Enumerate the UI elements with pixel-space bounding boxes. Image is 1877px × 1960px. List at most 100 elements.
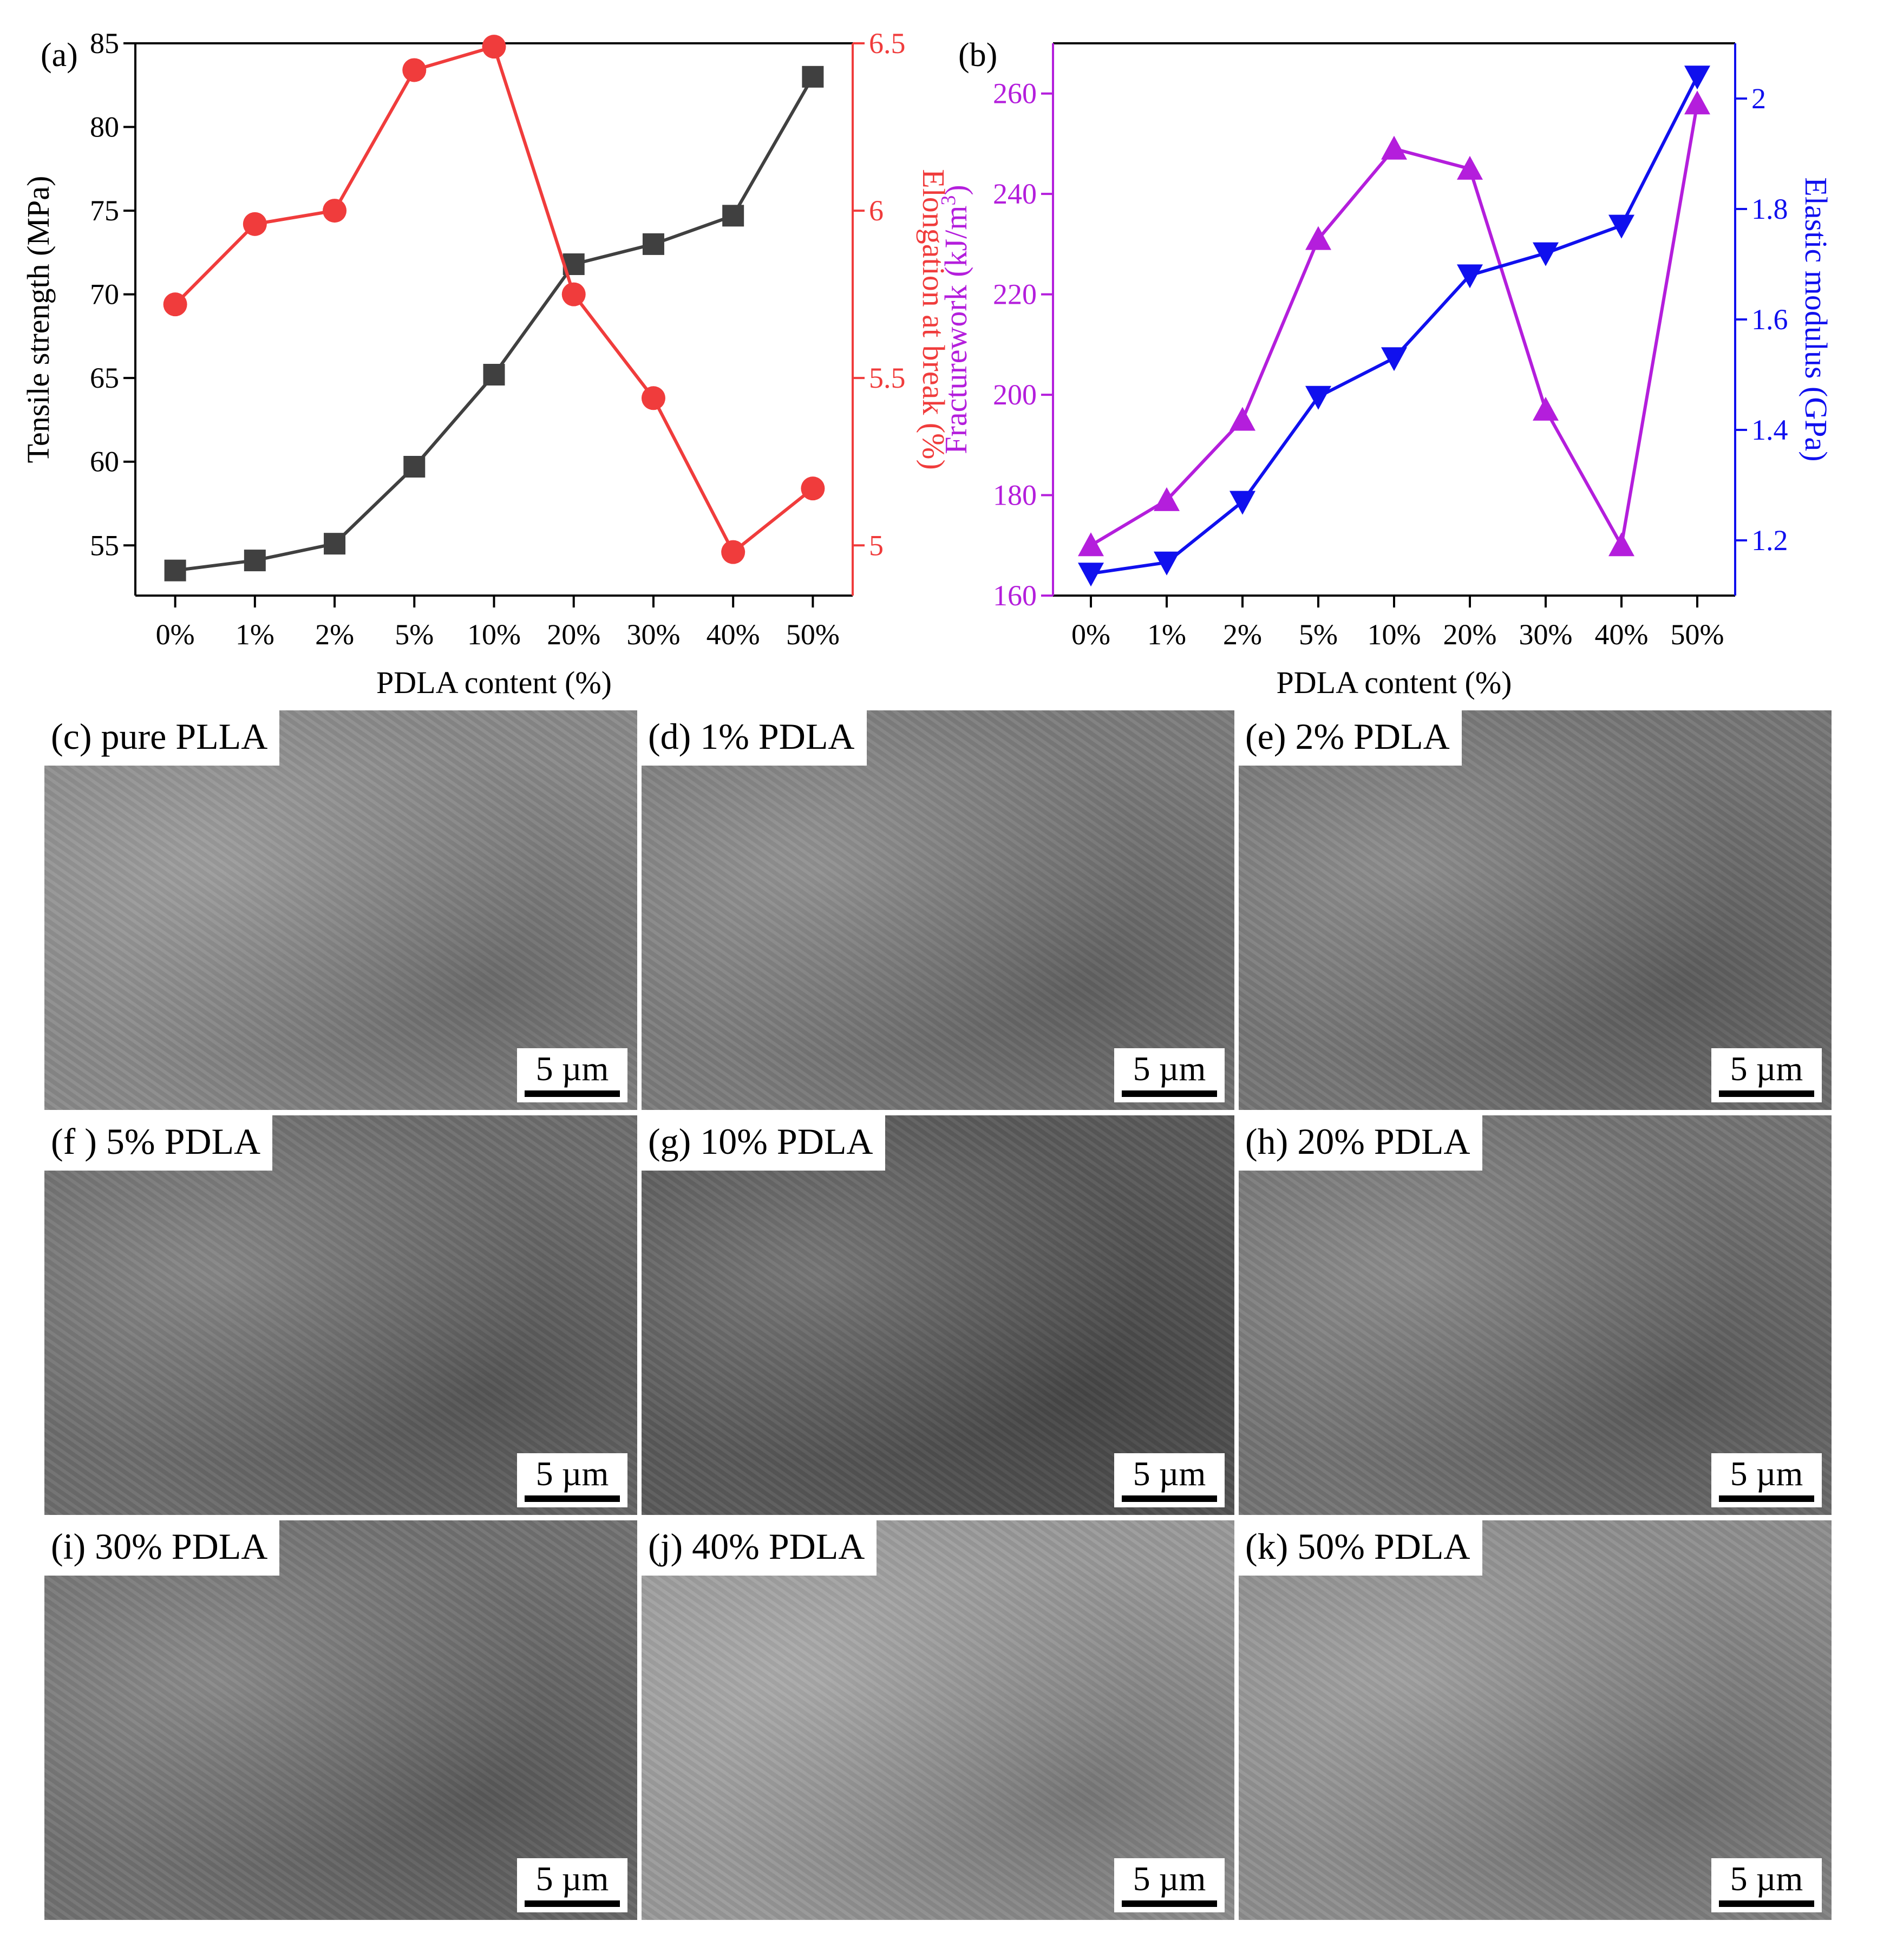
y-left-tick-label: 260	[993, 77, 1037, 110]
chart-a: 0% 1% 2% 5% 10% 20% 30% 40% 50% 55 60 65 70 75 80 85 5 5.…	[21, 27, 951, 700]
sem-micrograph: (d) 1% PDLA 5 µm	[642, 710, 1234, 1110]
scale-bar-label: 5 µm	[535, 1454, 609, 1493]
x-tick-label: 40%	[707, 618, 760, 651]
sem-panel-label: (e) 2% PDLA	[1239, 710, 1462, 766]
scale-bar-label: 5 µm	[535, 1049, 609, 1088]
y-right-tick-label: 1.4	[1751, 414, 1788, 446]
data-point	[1608, 214, 1634, 239]
x-tick-label: 1%	[236, 618, 274, 651]
scale-bar: 5 µm	[1711, 1453, 1822, 1507]
chart-b: 0% 1% 2% 5% 10% 20% 30% 40% 50% 160 180 200 220 240 26…	[937, 37, 1834, 700]
scale-bar: 5 µm	[517, 1858, 627, 1912]
x-tick-label: 10%	[1368, 618, 1421, 651]
sem-panel-label: (c) pure PLLA	[44, 710, 280, 766]
sem-panel-label: (i) 30% PDLA	[44, 1520, 280, 1576]
x-tick-label: 10%	[467, 618, 521, 651]
sem-micrograph: (k) 50% PDLA 5 µm	[1239, 1520, 1832, 1920]
y-right-tick-label: 6	[869, 194, 884, 227]
x-tick-label: 50%	[786, 618, 840, 651]
data-point	[1684, 90, 1710, 115]
y-left-tick-label: 85	[90, 27, 119, 60]
scale-bar-line	[1122, 1900, 1217, 1907]
data-point	[1457, 264, 1483, 289]
y-left-tick-label: 60	[90, 446, 119, 478]
data-point	[324, 533, 346, 555]
data-point	[1533, 396, 1559, 421]
y-left-tick-label: 160	[993, 579, 1037, 612]
y-axis-right-title: Elongation at break (%)	[916, 169, 951, 470]
y-left-tick-label: 55	[90, 529, 119, 561]
y-right-tick-label: 1.8	[1751, 193, 1788, 225]
y-right-tick-label: 6.5	[869, 27, 906, 60]
y-left-tick-label: 180	[993, 479, 1037, 512]
y-axis-left-title: Tensile strength (MPa)	[21, 176, 56, 463]
data-point	[1305, 386, 1331, 410]
x-tick-label: 5%	[1299, 618, 1338, 651]
sem-micrograph: (f ) 5% PDLA 5 µm	[44, 1115, 637, 1515]
data-point	[243, 212, 267, 236]
data-point	[244, 550, 266, 572]
data-point	[1078, 532, 1104, 557]
x-tick-label: 2%	[315, 618, 354, 651]
scale-bar: 5 µm	[1114, 1858, 1225, 1912]
data-point	[641, 386, 665, 410]
scale-bar-label: 5 µm	[535, 1859, 609, 1898]
scale-bar-line	[1719, 1495, 1814, 1502]
scale-bar: 5 µm	[1114, 1048, 1225, 1102]
sem-micrograph: (g) 10% PDLA 5 µm	[642, 1115, 1234, 1515]
y-right-tick-label: 5	[869, 529, 884, 561]
data-point	[1457, 155, 1483, 180]
panel-label: (a)	[41, 37, 78, 74]
sem-micrograph: (e) 2% PDLA 5 µm	[1239, 710, 1832, 1110]
panel-label: (b)	[958, 37, 997, 74]
sem-panel-label: (d) 1% PDLA	[642, 710, 867, 766]
sem-micrograph: (h) 20% PDLA 5 µm	[1239, 1115, 1832, 1515]
sem-micrograph: (i) 30% PDLA 5 µm	[44, 1520, 637, 1920]
scale-bar: 5 µm	[1114, 1453, 1225, 1507]
y-left-tick-label: 75	[90, 194, 119, 227]
x-tick-label: 20%	[1443, 618, 1497, 651]
y-left-tick-label: 240	[993, 178, 1037, 210]
data-point	[1229, 491, 1255, 515]
sem-micrograph: (j) 40% PDLA 5 µm	[642, 1520, 1234, 1920]
y-right-tick-label: 1.2	[1751, 524, 1788, 557]
sem-micrograph: (c) pure PLLA 5 µm	[44, 710, 637, 1110]
y-axis-right-title: Elastic modulus (GPa)	[1798, 177, 1834, 461]
x-tick-label: 0%	[1071, 618, 1110, 651]
data-point	[1229, 407, 1255, 431]
scale-bar-label: 5 µm	[1730, 1454, 1803, 1493]
x-tick-label: 30%	[1519, 618, 1573, 651]
y-right-tick-label: 1.6	[1751, 303, 1788, 336]
sem-panel-label: (k) 50% PDLA	[1239, 1520, 1482, 1576]
x-tick-label: 5%	[395, 618, 434, 651]
scale-bar-line	[1122, 1495, 1217, 1502]
data-point	[561, 282, 586, 306]
y-left-tick-label: 70	[90, 278, 119, 311]
scale-bar-line	[1719, 1900, 1814, 1907]
data-point	[1381, 135, 1407, 160]
scale-bar: 5 µm	[1711, 1858, 1822, 1912]
y-axis-left-title: Fracturework (kJ/m3)	[937, 185, 973, 454]
y-right-tick-label: 2	[1751, 82, 1766, 115]
x-tick-label: 2%	[1223, 618, 1262, 651]
scale-bar: 5 µm	[517, 1048, 627, 1102]
scale-bar-line	[1122, 1090, 1217, 1097]
data-point	[1533, 242, 1559, 266]
data-point	[164, 559, 186, 582]
data-point	[323, 199, 347, 223]
x-axis-title: PDLA content (%)	[376, 665, 612, 700]
sem-panel-label: (f ) 5% PDLA	[44, 1115, 273, 1171]
x-tick-label: 0%	[156, 618, 195, 651]
scale-bar-line	[525, 1090, 620, 1097]
data-point	[1381, 347, 1407, 371]
sem-panel-label: (j) 40% PDLA	[642, 1520, 877, 1576]
y-left-tick-label: 220	[993, 278, 1037, 311]
scale-bar-label: 5 µm	[1133, 1049, 1206, 1088]
data-point	[1305, 226, 1331, 250]
y-left-tick-label: 80	[90, 111, 119, 143]
sem-panel-label: (h) 20% PDLA	[1239, 1115, 1482, 1171]
x-tick-label: 1%	[1147, 618, 1186, 651]
data-point	[402, 58, 427, 82]
data-point	[642, 233, 664, 255]
scale-bar-label: 5 µm	[1133, 1454, 1206, 1493]
